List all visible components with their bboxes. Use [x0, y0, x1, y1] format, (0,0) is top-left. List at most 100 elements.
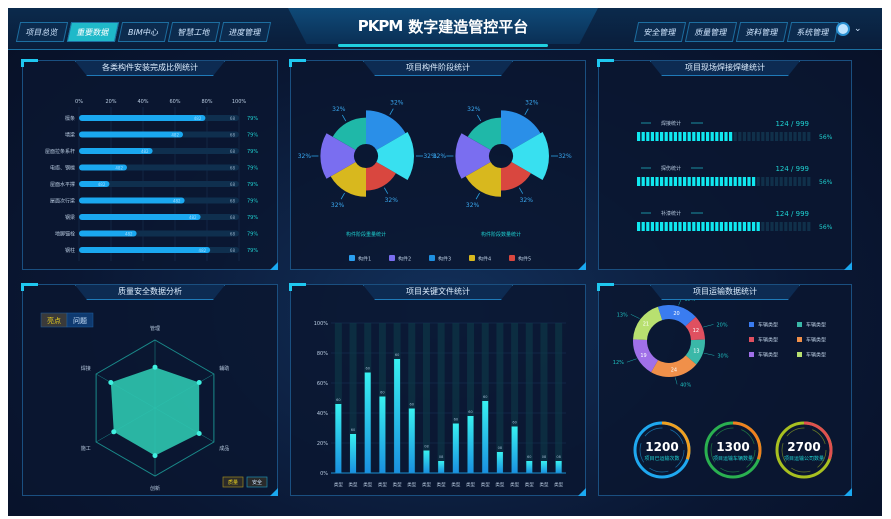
progress-segment — [756, 177, 760, 186]
donut-slice — [633, 306, 663, 340]
progress-segment — [646, 222, 650, 231]
bar-label: 60 — [336, 398, 340, 402]
stage-panel: 项目构件阶段统计 32% 32% 32% 32% 32% 32% 构件阶段重量统计 32% 32… — [289, 59, 586, 270]
rose-slice — [501, 110, 541, 150]
progress-segment — [719, 177, 723, 186]
slice-label: 32% — [423, 153, 437, 160]
bar-bg — [481, 323, 489, 473]
legend-swatch — [797, 322, 802, 327]
progress-segment — [738, 222, 742, 231]
dashboard: 项目总览 重要数据 BIM中心 智慧工地 进度管理 PKPM 数字建造管控平台 安全管理质… — [8, 8, 882, 516]
x-tick: 类型 — [437, 481, 446, 488]
label-line — [389, 108, 394, 115]
gauge-label: 项目运输车辆数量 — [713, 455, 753, 462]
toggle-0[interactable]: 亮点 — [40, 312, 68, 328]
row-label: 补漆统计 — [661, 210, 681, 217]
progress-segment — [715, 132, 719, 141]
slice-label: 32% — [331, 202, 345, 209]
y-tick: 20% — [317, 441, 328, 447]
bar — [496, 452, 503, 473]
progress-segment — [646, 132, 650, 141]
row-label: 墙梁 — [65, 132, 75, 139]
bar-fill — [79, 181, 110, 187]
pct-value: 79% — [247, 166, 258, 172]
x-tick: 类型 — [495, 481, 504, 488]
nav-tab[interactable]: 项目总览 — [15, 22, 69, 42]
legend-label: 构件4 — [478, 256, 491, 263]
legend-label: 车辆类型 — [806, 337, 826, 344]
pct-value: 79% — [247, 133, 258, 139]
done-value: 482 — [194, 116, 202, 121]
nav-tab[interactable]: 系统管理 — [786, 22, 840, 42]
progress-segment — [637, 132, 641, 141]
nav-tab[interactable]: 智慧工地 — [167, 22, 220, 42]
nav-tab[interactable]: 资料管理 — [735, 22, 789, 42]
progress-segment — [752, 132, 756, 141]
legend-toggle[interactable]: 质量 — [222, 476, 244, 488]
right-nav: 安全管理 质量管理 资料管理 系统管理 — [633, 22, 840, 42]
progress-segment — [738, 132, 742, 141]
slice-label: 32% — [332, 106, 346, 113]
legend-swatch — [349, 255, 355, 261]
legend-swatch — [469, 255, 475, 261]
bar-bg — [422, 323, 430, 473]
progress-segment — [733, 222, 737, 231]
bar-bg — [555, 323, 563, 473]
progress-segment — [761, 132, 765, 141]
progress-segment — [733, 132, 737, 141]
nav-tab[interactable]: 安全管理 — [633, 22, 687, 42]
legend-toggle[interactable]: 安全 — [246, 476, 268, 488]
progress-segment — [752, 177, 756, 186]
progress-segment — [687, 132, 691, 141]
progress-segment — [724, 222, 728, 231]
progress-segment — [788, 177, 792, 186]
label-line — [703, 324, 714, 328]
row-label: 钢梁 — [65, 214, 75, 221]
pkpm-logo: PKPM — [357, 17, 404, 35]
label-line — [475, 192, 480, 200]
slice-value: 13 — [693, 349, 699, 355]
progress-segment — [724, 132, 728, 141]
x-tick: 类型 — [393, 481, 402, 488]
pct-value: 79% — [247, 199, 258, 205]
rose-slice — [455, 133, 491, 179]
bar — [482, 401, 489, 473]
label-line — [383, 187, 389, 194]
x-tick: 类型 — [466, 481, 475, 488]
progress-segment — [706, 177, 710, 186]
legend-label: 车辆类型 — [758, 322, 778, 329]
bar-fill — [79, 214, 201, 220]
nav-tab[interactable]: 重要数据 — [66, 22, 120, 42]
progress-segment — [710, 222, 714, 231]
progress-segment — [779, 222, 783, 231]
total-value: 68 — [230, 232, 236, 237]
panel-title: 质量安全数据分析 — [75, 285, 225, 300]
bar-label: 60 — [468, 410, 472, 414]
bar-bg — [437, 323, 445, 473]
axis-label: 管理 — [150, 325, 160, 332]
progress-segment — [742, 222, 746, 231]
nav-tab[interactable]: 进度管理 — [218, 22, 271, 42]
bar-label: 60 — [483, 395, 487, 399]
gauge-value: 1200 — [645, 440, 678, 454]
progress-segment — [798, 132, 802, 141]
bar-label: 60 — [410, 403, 414, 407]
nav-tab[interactable]: BIM中心 — [117, 22, 169, 42]
user-menu[interactable]: ⌄ — [836, 22, 862, 36]
rose-slice — [511, 132, 549, 180]
progress-segment — [650, 132, 654, 141]
y-tick: 0% — [320, 471, 328, 477]
donut-slice — [657, 305, 696, 327]
progress-segment — [752, 222, 756, 231]
toggle-1[interactable]: 问题 — [66, 312, 94, 328]
gauge-arc — [732, 421, 762, 460]
row-label: 屋面拉条系杆 — [45, 148, 75, 155]
nav-tab[interactable]: 质量管理 — [684, 22, 738, 42]
x-tick: 类型 — [510, 481, 519, 488]
x-tick: 类型 — [451, 481, 460, 488]
bar-fill — [79, 115, 206, 121]
x-tick: 类型 — [525, 481, 534, 488]
bar-label: 60 — [395, 353, 399, 357]
slice-value: 21 — [643, 321, 649, 327]
progress-segment — [724, 177, 728, 186]
